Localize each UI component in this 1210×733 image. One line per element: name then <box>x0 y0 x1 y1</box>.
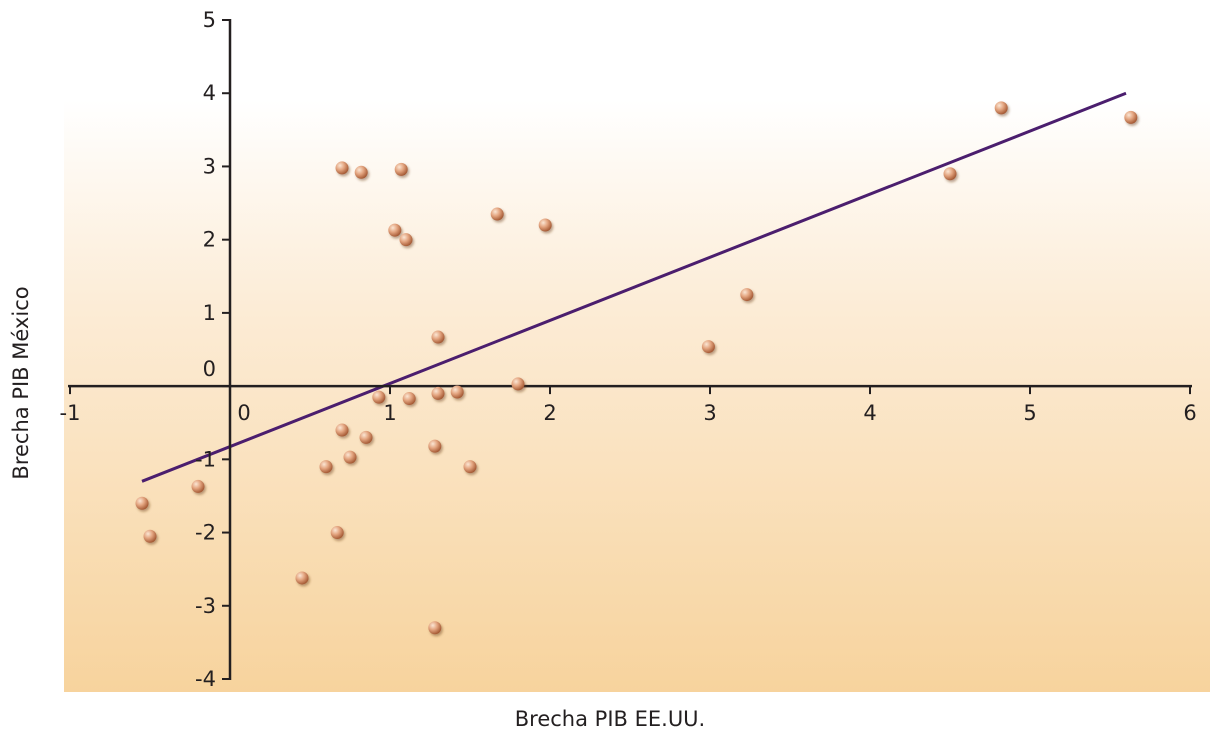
data-point <box>428 439 442 453</box>
y-tick-label: -2 <box>195 521 216 545</box>
data-point <box>295 571 309 585</box>
data-point <box>330 526 344 540</box>
x-tick-label: 2 <box>543 401 556 425</box>
y-tick-label: 0 <box>203 357 216 381</box>
data-point <box>450 385 464 399</box>
data-point <box>701 340 715 354</box>
plot-background <box>64 100 1210 692</box>
data-point <box>343 450 357 464</box>
data-point <box>135 496 149 510</box>
data-point <box>354 165 368 179</box>
data-point <box>143 529 157 543</box>
data-point <box>511 377 525 391</box>
data-point <box>388 223 402 237</box>
trendline-layer <box>141 91 1127 483</box>
data-point <box>319 460 333 474</box>
y-tick-label: -3 <box>195 594 216 618</box>
x-axis-title: Brecha PIB EE.UU. <box>515 707 705 731</box>
data-point <box>490 207 504 221</box>
data-point <box>431 330 445 344</box>
data-point <box>538 218 552 232</box>
data-point <box>191 479 205 493</box>
trend-line <box>141 91 1127 483</box>
tick-labels-layer: -1 0 1 2 3 4 5 6 -4 -3 -2 -1 0 1 2 3 4 5 <box>60 8 1197 691</box>
data-point <box>335 423 349 437</box>
data-point <box>740 288 754 302</box>
x-tick-label: 0 <box>237 401 250 425</box>
x-tick-label: -1 <box>60 401 81 425</box>
y-tick-label: 4 <box>203 81 216 105</box>
y-axis-title: Brecha PIB México <box>9 286 33 479</box>
x-tick-label: 4 <box>863 401 876 425</box>
data-point <box>359 430 373 444</box>
data-point <box>463 460 477 474</box>
data-point <box>399 233 413 247</box>
data-point <box>994 101 1008 115</box>
y-tick-label: 5 <box>203 8 216 32</box>
data-point <box>394 162 408 176</box>
y-tick-label: 1 <box>203 301 216 325</box>
x-tick-label: 5 <box>1023 401 1036 425</box>
y-tick-label: 2 <box>203 228 216 252</box>
y-tick-label: -4 <box>195 667 216 691</box>
data-point <box>428 621 442 635</box>
data-point <box>1124 110 1138 124</box>
y-tick-label: 3 <box>203 154 216 178</box>
data-point <box>943 167 957 181</box>
x-tick-label: 6 <box>1183 401 1196 425</box>
data-point <box>335 161 349 175</box>
y-tick-label: -1 <box>195 447 216 471</box>
x-tick-label: 1 <box>383 401 396 425</box>
data-point <box>431 386 445 400</box>
data-point <box>372 390 386 404</box>
points-layer <box>135 101 1138 635</box>
data-point <box>402 392 416 406</box>
x-tick-label: 3 <box>703 401 716 425</box>
axes-layer <box>68 19 1192 680</box>
